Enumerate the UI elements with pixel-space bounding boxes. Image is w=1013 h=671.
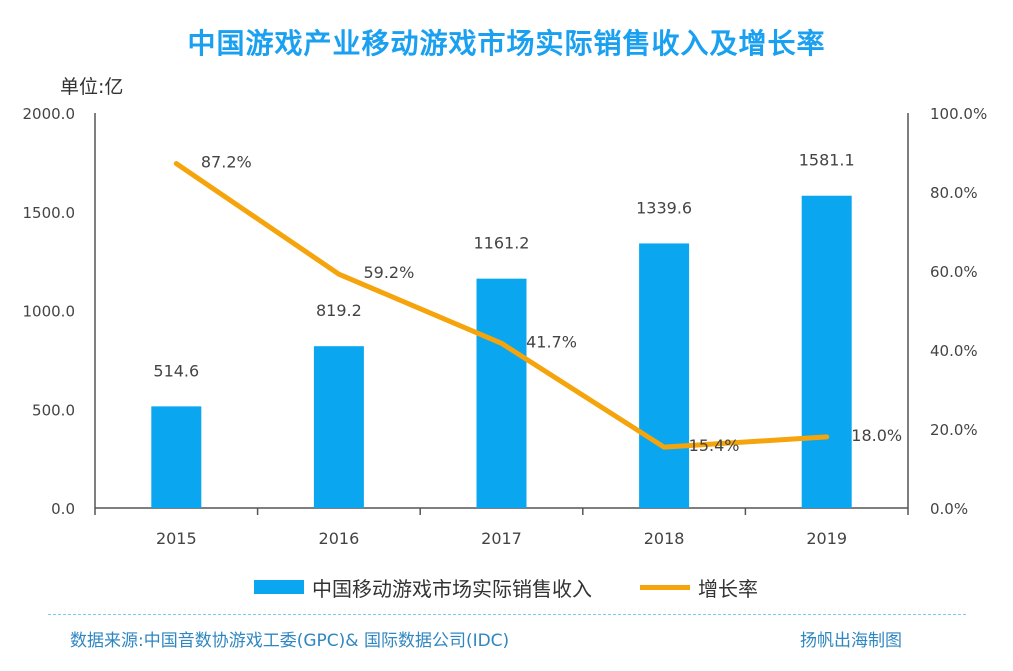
- bar-value-label: 819.2: [316, 301, 362, 320]
- y-left-tick-label: 2000.0: [23, 105, 76, 123]
- bar-value-label: 1581.1: [799, 151, 855, 170]
- growth-value-label: 59.2%: [363, 263, 414, 282]
- legend: 中国移动游戏市场实际销售收入 增长率: [0, 572, 1013, 602]
- bar-value-label: 1339.6: [636, 198, 692, 217]
- y-left-tick-label: 500.0: [32, 401, 75, 419]
- y-left-tick-label: 0.0: [51, 500, 75, 518]
- x-tick-label: 2019: [806, 529, 847, 548]
- y-left-tick-label: 1000.0: [23, 303, 76, 321]
- bar-value-label: 1161.2: [474, 234, 530, 253]
- legend-bar-swatch: [254, 580, 304, 594]
- bar: [151, 406, 202, 508]
- y-right-tick-label: 100.0%: [930, 105, 987, 123]
- bar: [313, 346, 364, 508]
- legend-label-growth: 增长率: [698, 576, 758, 601]
- legend-item-growth: 增长率: [640, 572, 758, 602]
- y-right-tick-label: 60.0%: [930, 263, 978, 281]
- y-right-tick-label: 20.0%: [930, 421, 978, 439]
- legend-line-swatch: [640, 584, 690, 590]
- x-tick-label: 2018: [644, 529, 685, 548]
- footer-divider: [48, 614, 966, 615]
- legend-label-revenue: 中国移动游戏市场实际销售收入: [312, 576, 592, 601]
- unit-label: 单位:亿: [60, 76, 124, 98]
- footer-credit: 扬帆出海制图: [800, 631, 902, 651]
- y-right-tick-label: 40.0%: [930, 342, 978, 360]
- x-tick-label: 2016: [319, 529, 360, 548]
- y-right-tick-label: 0.0%: [930, 500, 968, 518]
- x-tick-label: 2017: [481, 529, 522, 548]
- y-left-tick-label: 1500.0: [23, 204, 76, 222]
- growth-value-label: 18.0%: [851, 426, 902, 445]
- chart-title: 中国游戏产业移动游戏市场实际销售收入及增长率: [187, 27, 826, 60]
- bar: [639, 243, 690, 508]
- y-right-tick-label: 80.0%: [930, 184, 978, 202]
- x-tick-label: 2015: [156, 529, 197, 548]
- legend-item-revenue: 中国移动游戏市场实际销售收入: [254, 572, 592, 602]
- growth-value-label: 41.7%: [526, 332, 577, 351]
- growth-line: [173, 161, 830, 450]
- bar: [476, 278, 527, 508]
- growth-value-label: 15.4%: [689, 436, 740, 455]
- footer-source: 数据来源:中国音数协游戏工委(GPC)& 国际数据公司(IDC): [70, 631, 510, 651]
- bar-value-label: 514.6: [153, 361, 199, 380]
- growth-value-label: 87.2%: [201, 153, 252, 172]
- bar: [801, 195, 852, 508]
